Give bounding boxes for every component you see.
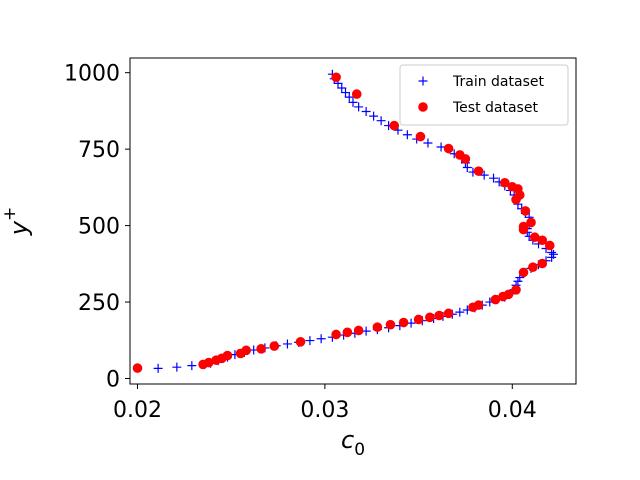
test-point-49 [331, 72, 341, 83]
test-point-45 [443, 143, 454, 154]
test-point-31 [537, 235, 548, 246]
x-tick-label-0: 0.02 [113, 398, 162, 423]
legend-label-test: Test dataset [452, 100, 538, 116]
legend-circle-glyph [418, 102, 428, 112]
x-tick-label-1: 0.03 [300, 398, 349, 423]
train-point-83 [337, 83, 347, 93]
train-point-44 [549, 249, 559, 259]
train-point-77 [369, 111, 379, 121]
train-point-27 [455, 307, 465, 317]
test-point-35 [526, 217, 536, 228]
legend-marker-train [418, 76, 428, 86]
train-point-66 [462, 162, 472, 172]
train-point-76 [376, 116, 386, 126]
plot-frame [129, 57, 577, 385]
train-point-14 [316, 334, 326, 344]
test-point-34 [518, 221, 529, 232]
test-point-23 [490, 294, 501, 305]
test-point-0 [132, 363, 143, 373]
test-point-15 [385, 319, 396, 330]
test-point-30 [544, 240, 555, 251]
data-layer [132, 69, 559, 373]
test-point-28 [528, 262, 538, 272]
y-tick-label-1: 250 [78, 291, 120, 316]
y-tick-label-3: 750 [78, 138, 120, 163]
test-point-19 [434, 310, 445, 321]
test-point-10 [295, 336, 306, 347]
ticks-layer: 0.02 0.03 0.04 0 250 500 750 1000 [64, 62, 537, 423]
test-point-14 [372, 322, 383, 332]
test-point-44 [455, 150, 465, 160]
y-tick-label-0: 0 [106, 367, 120, 392]
train-point-82 [341, 88, 351, 98]
test-point-2 [203, 357, 214, 368]
test-point-29 [537, 258, 548, 269]
test-point-16 [398, 317, 409, 328]
test-point-20 [443, 308, 454, 319]
train-point-37 [513, 276, 523, 286]
test-point-13 [353, 325, 364, 336]
legend-label-train: Train dataset [452, 74, 544, 90]
train-point-79 [354, 102, 364, 112]
test-point-26 [511, 285, 521, 295]
train-point-81 [344, 92, 354, 102]
x-tick-label-2: 0.04 [488, 398, 537, 423]
train-point-11 [282, 339, 292, 349]
legend: Train dataset Test dataset [399, 64, 569, 126]
train-point-80 [348, 97, 358, 107]
test-point-48 [351, 89, 362, 99]
y-tick-label-4: 1000 [64, 62, 120, 87]
y-tick-label-2: 500 [78, 215, 120, 240]
train-point-78 [361, 107, 371, 117]
test-point-5 [222, 350, 233, 361]
test-point-25 [503, 289, 514, 300]
test-point-41 [499, 177, 510, 188]
legend-plus-glyph [418, 76, 428, 86]
test-point-17 [413, 314, 424, 325]
train-point-63 [489, 173, 499, 183]
test-point-18 [425, 312, 435, 323]
y-axis-label: y+ [0, 207, 33, 236]
test-point-47 [389, 120, 400, 131]
legend-box [399, 64, 569, 126]
train-point-13 [305, 336, 315, 346]
test-point-8 [256, 344, 266, 354]
test-point-12 [342, 327, 353, 338]
train-point-71 [423, 138, 433, 148]
test-point-36 [520, 206, 531, 216]
test-point-27 [518, 267, 529, 278]
test-point-46 [415, 131, 426, 142]
test-point-7 [241, 345, 251, 356]
series-1 [132, 72, 555, 373]
test-point-42 [473, 166, 484, 176]
train-point-73 [402, 130, 412, 140]
train-point-1 [172, 362, 182, 372]
test-point-11 [331, 329, 341, 340]
test-point-9 [269, 341, 280, 351]
train-point-0 [153, 363, 163, 373]
test-point-22 [473, 300, 484, 310]
test-point-40 [507, 181, 518, 192]
train-point-2 [187, 361, 197, 371]
test-point-32 [529, 232, 540, 243]
legend-marker-test [418, 102, 428, 112]
x-axis-label: c0 [341, 426, 365, 460]
